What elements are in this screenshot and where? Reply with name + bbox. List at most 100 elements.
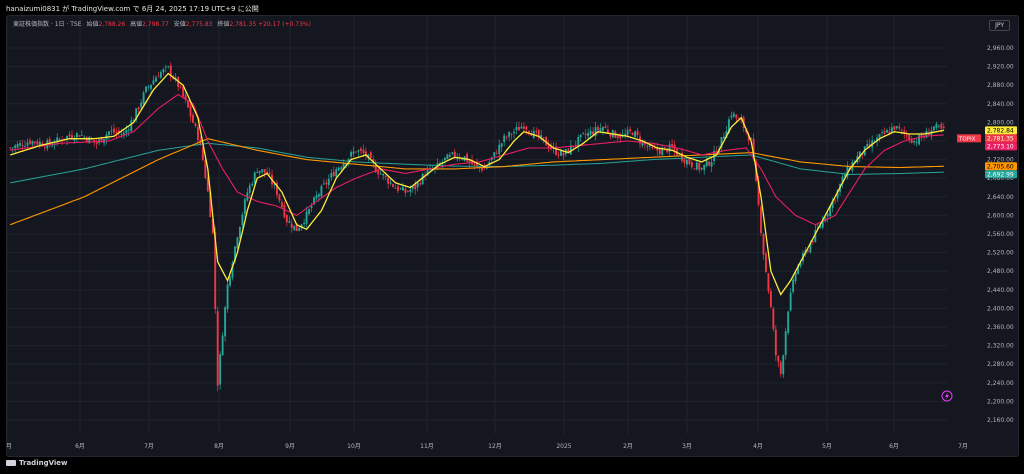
candle-body bbox=[241, 214, 244, 226]
candle-body bbox=[594, 127, 597, 137]
lightning-icon[interactable] bbox=[941, 390, 953, 402]
candle-body bbox=[582, 132, 585, 134]
candle-body bbox=[923, 136, 925, 138]
candle-body bbox=[579, 134, 582, 138]
candle-body bbox=[78, 135, 81, 137]
candle-body bbox=[414, 184, 417, 190]
candle-body bbox=[905, 135, 908, 137]
candle-body bbox=[606, 129, 609, 133]
candle-body bbox=[752, 138, 755, 159]
candle-body bbox=[900, 129, 903, 131]
candle-body bbox=[127, 129, 130, 131]
y-tick-label: 2,480.00 bbox=[987, 268, 1014, 275]
candle-body bbox=[285, 215, 288, 223]
candle-body bbox=[493, 152, 496, 157]
candle-body bbox=[372, 158, 375, 164]
candle-body bbox=[409, 189, 412, 192]
x-tick-label: 9月 bbox=[285, 443, 295, 450]
candle-body bbox=[199, 139, 202, 146]
price-label-bg bbox=[985, 134, 1017, 143]
candle-body bbox=[122, 132, 125, 135]
candle-body bbox=[809, 243, 812, 253]
candle-body bbox=[903, 130, 906, 134]
candle-body bbox=[730, 115, 733, 118]
candle-body bbox=[31, 141, 34, 145]
candle-body bbox=[537, 130, 540, 138]
candle-body bbox=[382, 173, 385, 176]
candle-body bbox=[476, 163, 478, 166]
candle-body bbox=[777, 355, 780, 362]
brand-footer[interactable]: TradingView bbox=[6, 459, 68, 467]
candle-body bbox=[503, 135, 506, 142]
candle-body bbox=[48, 138, 51, 146]
candle-body bbox=[88, 136, 91, 144]
y-tick-label: 2,400.00 bbox=[987, 305, 1014, 312]
candle-body bbox=[806, 250, 809, 252]
candle-body bbox=[698, 162, 701, 170]
candle-body bbox=[569, 145, 572, 155]
y-tick-label: 2,440.00 bbox=[987, 287, 1014, 294]
candle-body bbox=[779, 362, 782, 374]
candle-body bbox=[38, 141, 41, 146]
candle-body bbox=[762, 234, 765, 255]
high-label: 高値 bbox=[130, 21, 143, 28]
candle-body bbox=[518, 126, 520, 131]
symbol-title[interactable]: 東証株価指数 · 1日 · TSE bbox=[13, 21, 82, 28]
candle-body bbox=[468, 160, 471, 163]
currency-button[interactable]: JPY bbox=[989, 20, 1010, 31]
x-tick-label: 7月 bbox=[144, 443, 154, 450]
candle-body bbox=[211, 219, 214, 233]
change-value: +20.17 (+0.73%) bbox=[258, 21, 311, 28]
candle-body bbox=[16, 144, 19, 148]
candle-body bbox=[466, 154, 469, 162]
candle-body bbox=[167, 66, 170, 68]
candle-body bbox=[629, 129, 632, 132]
candle-body bbox=[846, 165, 849, 177]
candle-body bbox=[883, 131, 886, 134]
candle-body bbox=[577, 137, 580, 148]
x-tick-label: 7月 bbox=[958, 443, 968, 450]
candle-body bbox=[113, 128, 115, 133]
chart-panel[interactable]: 東証株価指数 · 1日 · TSE 始値2,788.26 高値2,798.77 … bbox=[6, 15, 1019, 457]
candle-body bbox=[224, 307, 227, 337]
candle-body bbox=[256, 172, 259, 174]
candle-body bbox=[685, 159, 688, 165]
tradingview-logo-icon bbox=[6, 460, 16, 466]
candle-body bbox=[545, 136, 548, 146]
candle-body bbox=[557, 154, 560, 156]
candle-body bbox=[58, 139, 61, 141]
y-tick-label: 2,720.00 bbox=[987, 157, 1014, 164]
ma-xlong-line bbox=[10, 142, 944, 184]
candle-body bbox=[878, 134, 881, 138]
candle-body bbox=[219, 354, 222, 385]
candle-body bbox=[792, 279, 795, 292]
candle-body bbox=[253, 172, 256, 183]
candle-body bbox=[229, 276, 231, 286]
candle-body bbox=[68, 134, 71, 137]
y-tick-label: 2,280.00 bbox=[987, 361, 1014, 368]
price-chart[interactable]: 2,960.00 2,920.00 2,880.00 2,840.00 2,800.00… bbox=[7, 16, 1018, 456]
candle-body bbox=[918, 135, 921, 145]
candle-body bbox=[290, 223, 293, 228]
candle-body bbox=[280, 202, 283, 208]
candle-body bbox=[886, 129, 888, 133]
candle-body bbox=[527, 130, 530, 133]
ma-mid-line bbox=[10, 93, 944, 226]
x-tick-label: 11月 bbox=[420, 443, 434, 450]
candle-body bbox=[829, 205, 832, 217]
candle-body bbox=[513, 131, 515, 134]
candle-body bbox=[135, 108, 138, 121]
candle-body bbox=[794, 271, 797, 282]
candle-body bbox=[426, 170, 429, 176]
candle-body bbox=[535, 131, 538, 133]
candle-body bbox=[21, 145, 24, 147]
candle-body bbox=[774, 329, 777, 356]
candle-body bbox=[342, 163, 345, 170]
low-value: 2,775.83 bbox=[185, 21, 213, 28]
candle-body bbox=[525, 126, 528, 130]
candle-body bbox=[189, 105, 192, 117]
candle-body bbox=[876, 137, 879, 142]
candle-body bbox=[890, 127, 893, 132]
candle-body bbox=[145, 86, 148, 93]
candle-body bbox=[853, 161, 856, 163]
